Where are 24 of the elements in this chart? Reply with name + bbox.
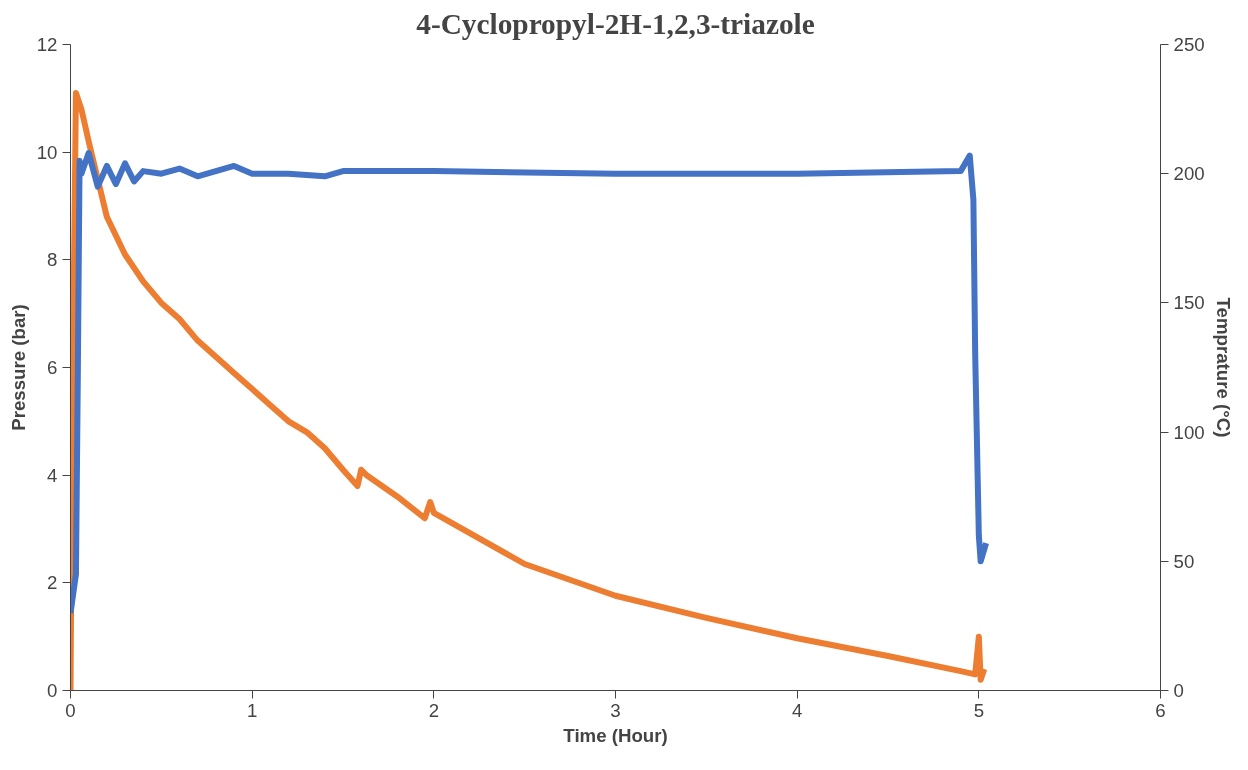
chart-title: 4-Cyclopropyl-2H-1,2,3-triazole	[416, 7, 815, 40]
y-tick-label: 10	[36, 141, 58, 163]
y2-tick-label: 150	[1173, 292, 1205, 314]
x-tick-label: 2	[428, 699, 440, 721]
y2-tick-label: 0	[1173, 680, 1184, 701]
x-tick-label: 0	[65, 699, 76, 721]
y-tick-label: 8	[47, 249, 58, 271]
y2-tick-label: 200	[1173, 163, 1205, 185]
x-tick-label: 4	[791, 699, 803, 721]
x-tick-label: 3	[610, 699, 621, 721]
y2-axis-title: Temprature (°C)	[1212, 297, 1234, 438]
x-tick-label: 5	[973, 699, 985, 721]
x-tick-label: 6	[1155, 699, 1166, 721]
y2-tick-label: 100	[1173, 421, 1205, 443]
x-tick-label: 1	[246, 699, 258, 721]
y-tick-label: 12	[36, 34, 58, 55]
y2-tick-label: 50	[1173, 550, 1195, 572]
y-tick-label: 4	[47, 464, 58, 486]
y-tick-label: 0	[47, 680, 58, 701]
x-axis-title: Time (Hour)	[563, 724, 668, 746]
y-axis-title: Pressure (bar)	[7, 304, 29, 431]
y-tick-label: 6	[47, 357, 58, 378]
y-tick-label: 2	[47, 572, 58, 594]
y2-tick-label: 250	[1173, 34, 1205, 55]
